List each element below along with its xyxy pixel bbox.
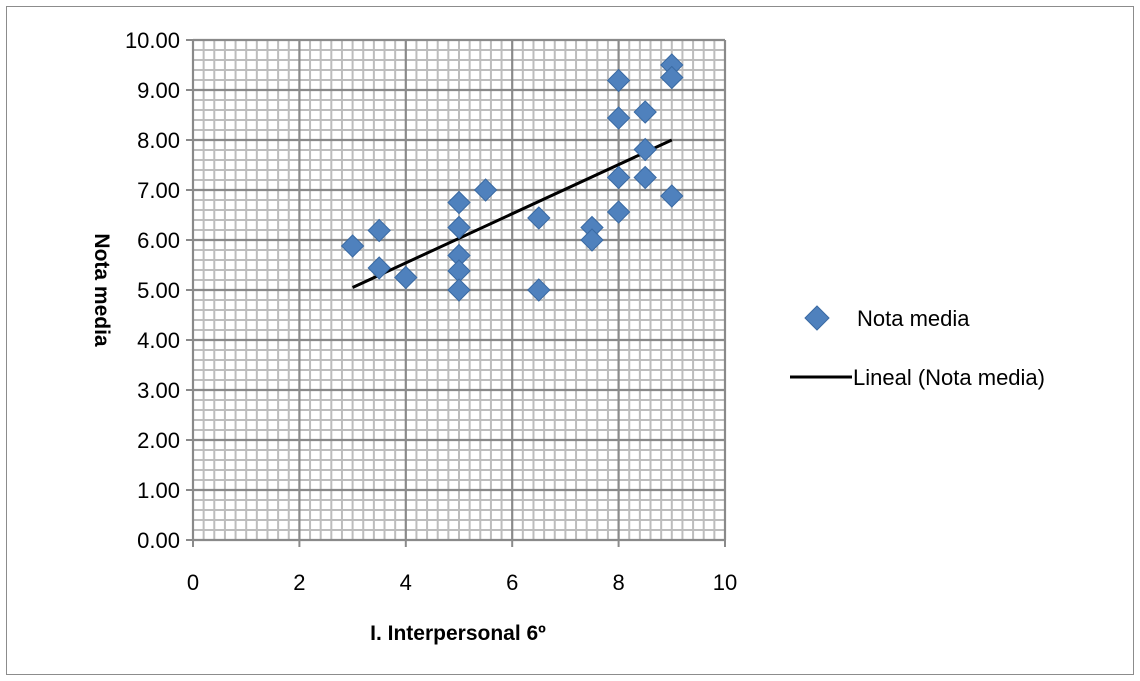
data-points <box>340 53 684 302</box>
y-tick-label: 10.00 <box>125 28 180 53</box>
y-tick-label: 9.00 <box>137 78 180 103</box>
data-point-diamond <box>633 137 657 162</box>
data-point-diamond <box>660 184 684 208</box>
tick-labels: 0.00 1.00 2.00 3.00 4.00 5.00 6.00 7.00 8.00 9.00… <box>125 28 737 595</box>
data-point-diamond <box>367 218 391 243</box>
x-tick-label: 6 <box>506 570 518 595</box>
legend-item-lineal: Lineal (Nota media) <box>790 365 1045 390</box>
legend-diamond-marker <box>804 305 830 331</box>
y-axis-title: Nota media <box>90 233 113 347</box>
data-point-diamond <box>606 106 631 130</box>
y-tick-label: 4.00 <box>137 328 180 353</box>
y-tick-label: 5.00 <box>137 278 180 303</box>
legend-item-nota-media: Nota media <box>804 305 970 331</box>
y-tick-label: 8.00 <box>137 128 180 153</box>
data-point-diamond <box>394 265 418 290</box>
data-point-diamond <box>527 278 551 302</box>
x-tick-label: 4 <box>400 570 412 595</box>
y-tick-label: 7.00 <box>137 178 180 203</box>
data-point-diamond <box>606 165 631 190</box>
data-point-diamond <box>660 65 684 90</box>
x-tick-label: 10 <box>713 570 737 595</box>
data-point-diamond <box>606 200 631 224</box>
trendline-segment <box>351 138 673 289</box>
data-point-diamond <box>527 206 551 230</box>
legend-label-nota-media: Nota media <box>857 306 970 331</box>
data-point-diamond <box>447 278 471 302</box>
data-point-diamond <box>447 190 471 215</box>
y-tick-label: 2.00 <box>137 428 180 453</box>
y-tick-label: 3.00 <box>137 378 180 403</box>
trendline <box>351 138 673 289</box>
data-point-diamond <box>633 100 657 124</box>
data-point-diamond <box>606 68 631 93</box>
y-tick-label: 0.00 <box>137 528 180 553</box>
data-point-diamond <box>473 178 498 202</box>
x-axis-title: I. Interpersonal 6º <box>370 622 546 645</box>
x-tick-label: 2 <box>293 570 305 595</box>
y-tick-label: 1.00 <box>137 478 180 503</box>
y-tick-label: 6.00 <box>137 228 180 253</box>
data-point-diamond <box>580 228 604 252</box>
data-point-diamond <box>447 215 471 240</box>
data-point-diamond <box>340 234 365 258</box>
data-point-diamond <box>367 256 391 280</box>
legend: Nota media Lineal (Nota media) <box>790 305 1045 390</box>
axes <box>186 39 726 547</box>
x-tick-label: 0 <box>187 570 199 595</box>
x-tick-label: 8 <box>612 570 624 595</box>
data-point-diamond <box>633 165 657 190</box>
legend-label-lineal: Lineal (Nota media) <box>853 365 1045 390</box>
